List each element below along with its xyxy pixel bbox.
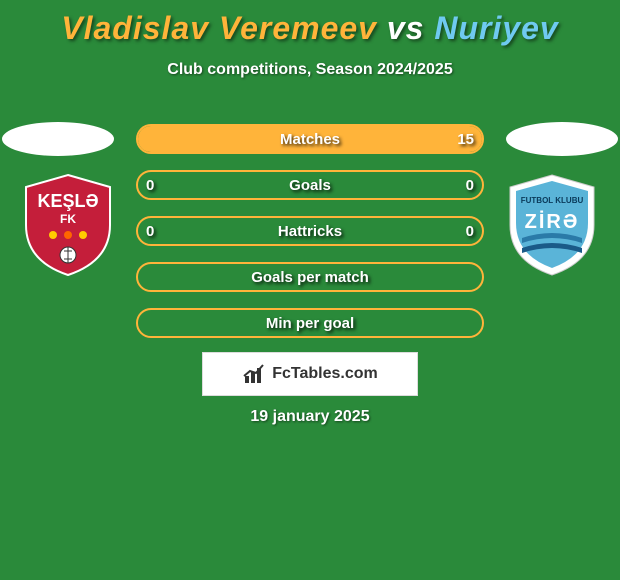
stat-label: Hattricks bbox=[278, 223, 342, 240]
stat-value-right: 0 bbox=[466, 223, 474, 240]
stat-value-left: 0 bbox=[146, 177, 154, 194]
player2-name: Nuriyev bbox=[434, 10, 558, 46]
player1-name: Vladislav Veremeev bbox=[61, 10, 377, 46]
stat-label: Min per goal bbox=[266, 315, 354, 332]
stat-row: 0 Hattricks 0 bbox=[136, 216, 484, 246]
stat-value-left: 0 bbox=[146, 223, 154, 240]
vs-text: vs bbox=[387, 10, 425, 46]
club-badge-left: KEŞLƏ FK bbox=[18, 175, 118, 275]
stat-row: Goals per match bbox=[136, 262, 484, 292]
bar-chart-icon bbox=[242, 362, 266, 386]
stat-label: Matches bbox=[280, 131, 340, 148]
stat-label: Goals per match bbox=[251, 269, 369, 286]
svg-text:FUTBOL KLUBU: FUTBOL KLUBU bbox=[521, 196, 584, 205]
svg-text:FK: FK bbox=[60, 212, 76, 226]
stat-label: Goals bbox=[289, 177, 331, 194]
stat-value-right: 15 bbox=[457, 131, 474, 148]
stats-container: Matches 15 0 Goals 0 0 Hattricks 0 Goals per mat… bbox=[136, 124, 484, 354]
svg-text:KEŞLƏ: KEŞLƏ bbox=[37, 191, 98, 211]
player2-photo-placeholder bbox=[506, 122, 618, 156]
fctables-text: FcTables.com bbox=[272, 365, 378, 383]
stat-row: Min per goal bbox=[136, 308, 484, 338]
player1-photo-placeholder bbox=[2, 122, 114, 156]
subtitle: Club competitions, Season 2024/2025 bbox=[0, 61, 620, 79]
generation-date: 19 january 2025 bbox=[0, 408, 620, 426]
comparison-title: Vladislav Veremeev vs Nuriyev bbox=[0, 0, 620, 47]
svg-text:ZİRƏ: ZİRƏ bbox=[525, 210, 580, 233]
fctables-watermark: FcTables.com bbox=[202, 352, 418, 396]
stat-row: Matches 15 bbox=[136, 124, 484, 154]
stat-value-right: 0 bbox=[466, 177, 474, 194]
club-badge-right: FUTBOL KLUBU ZİRƏ bbox=[502, 175, 602, 275]
stat-row: 0 Goals 0 bbox=[136, 170, 484, 200]
